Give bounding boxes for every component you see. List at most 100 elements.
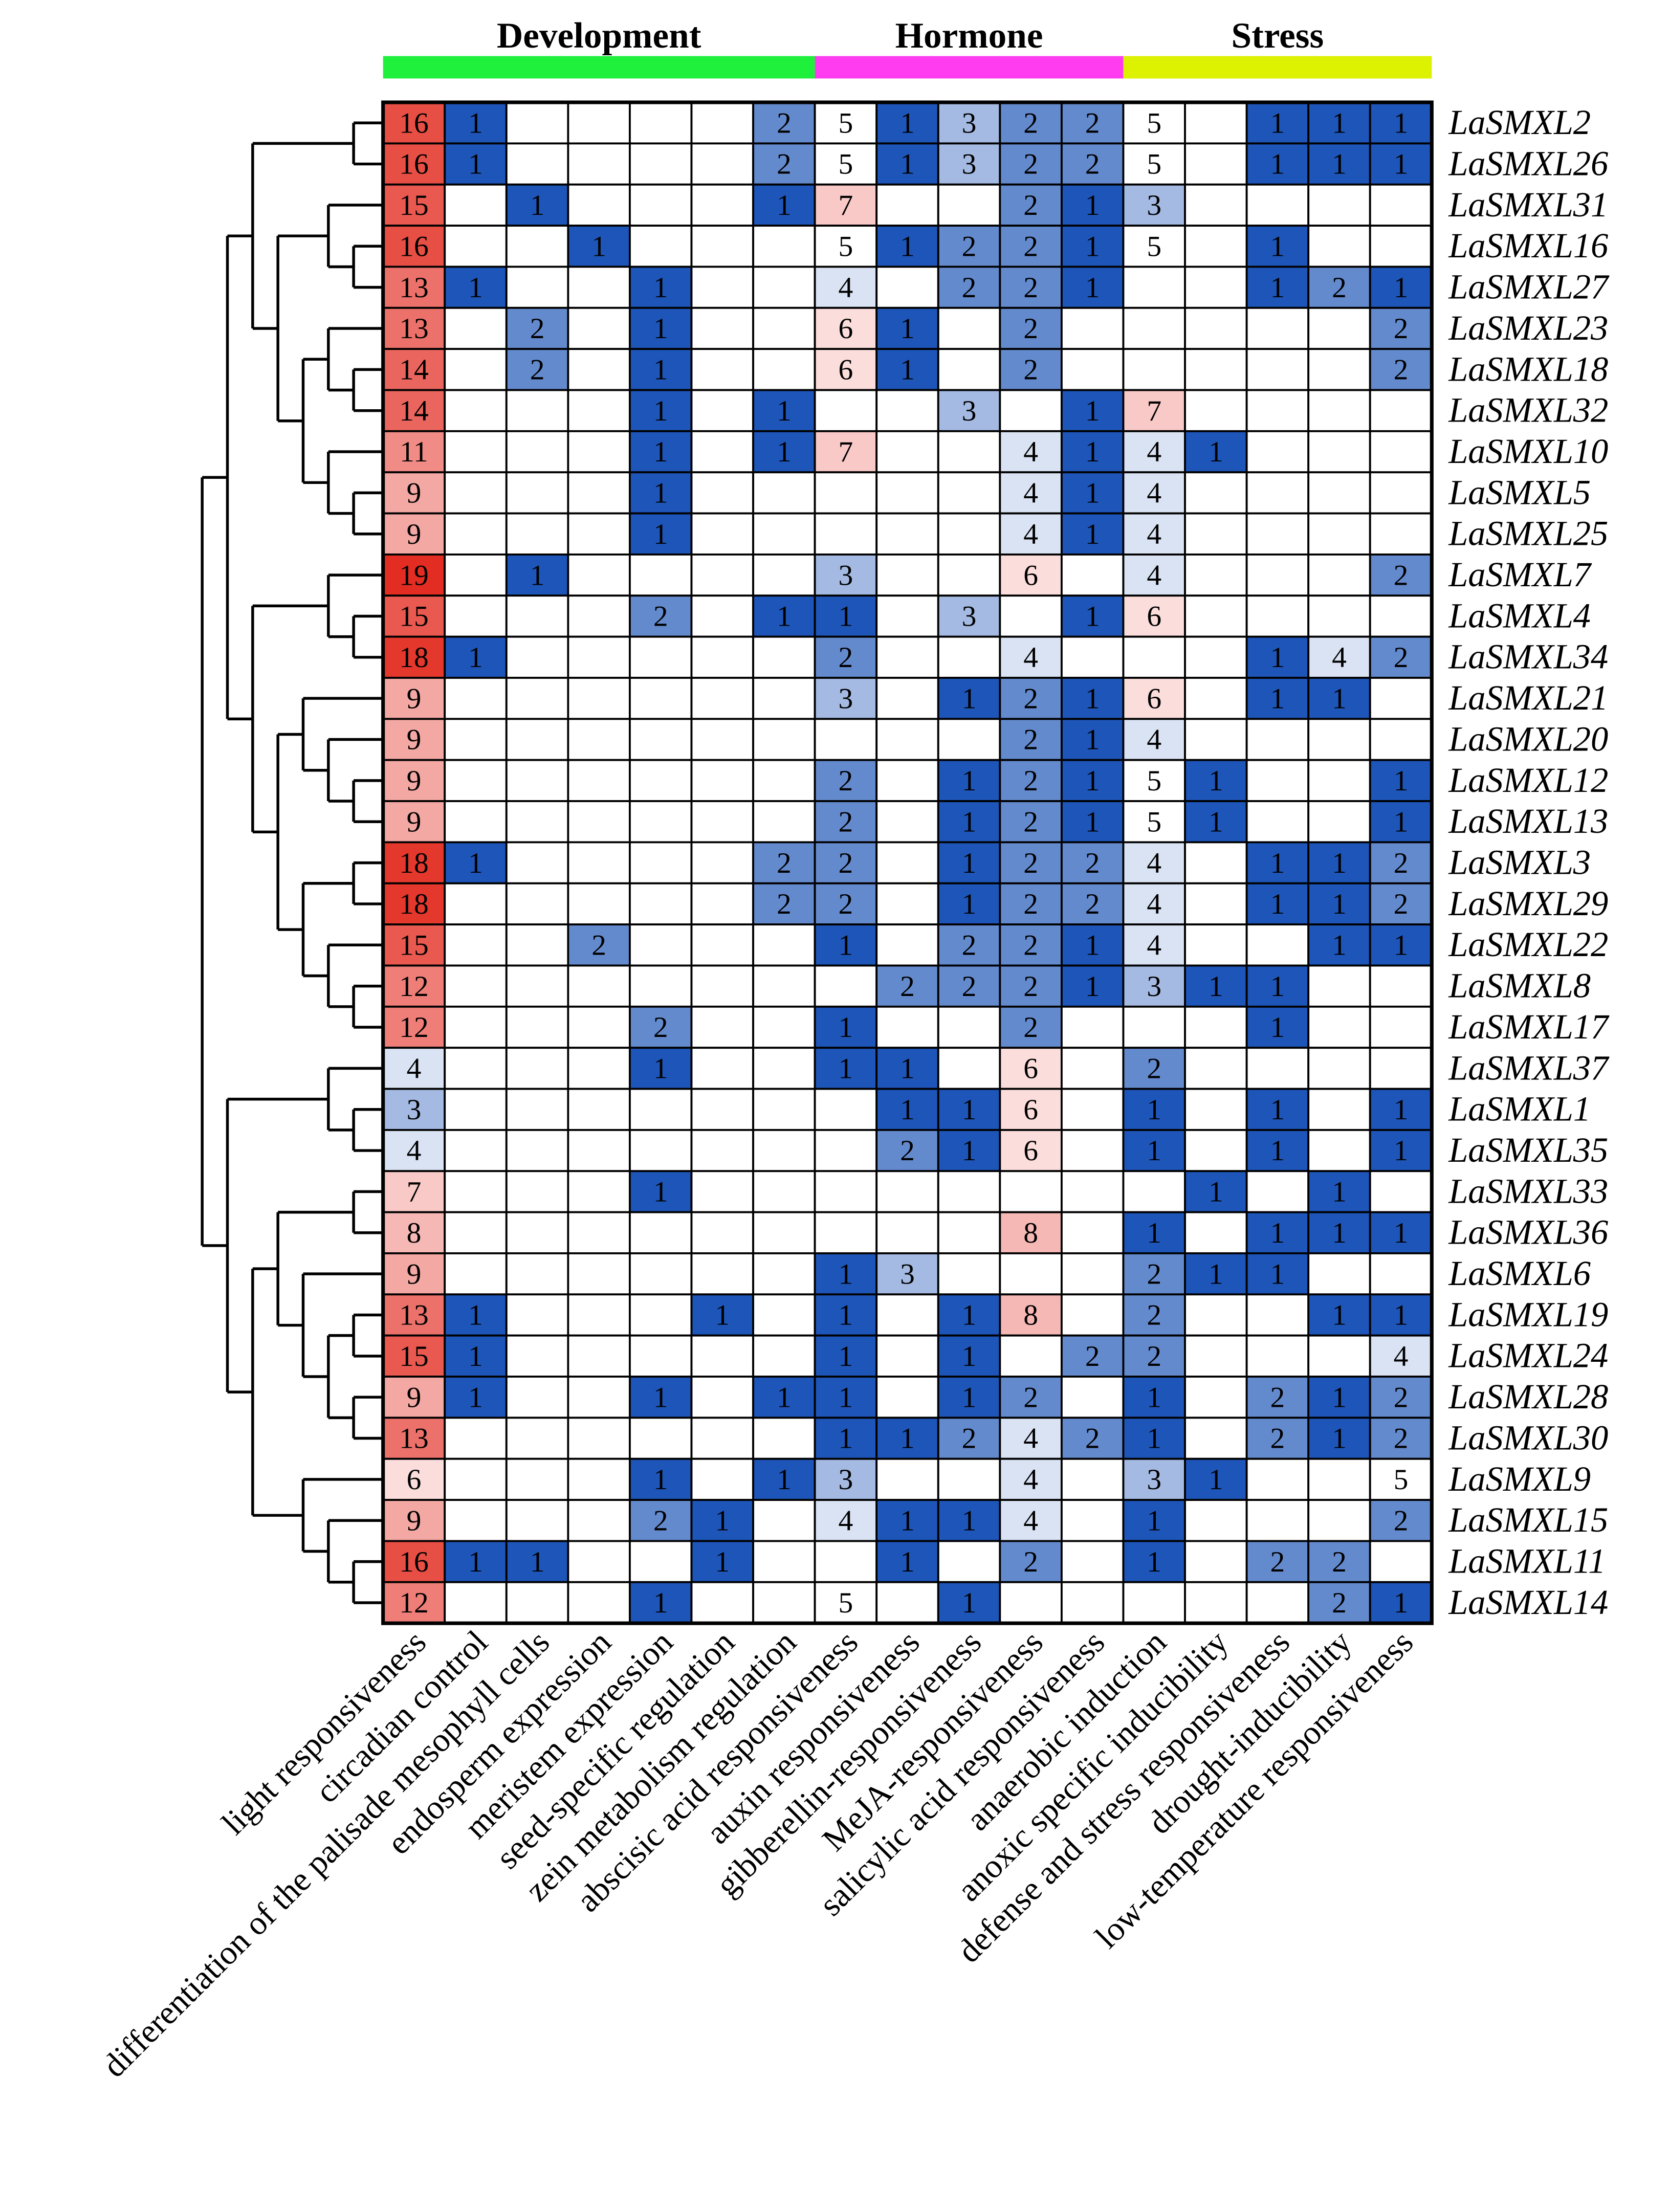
heatmap-cell — [1060, 1417, 1125, 1460]
dendrogram-branch — [327, 450, 383, 515]
cell-value-label: 2 — [1085, 847, 1100, 879]
heatmap-cell — [1122, 1457, 1186, 1501]
heatmap-cell — [690, 759, 754, 802]
cell-value-label: 1 — [530, 1546, 545, 1578]
heatmap-cell — [382, 882, 446, 926]
heatmap-cell — [1184, 471, 1248, 515]
heatmap-cell — [505, 1376, 569, 1419]
heatmap-cell — [1122, 882, 1186, 926]
heatmap-cell — [752, 635, 816, 679]
heatmap-cell — [1060, 1211, 1125, 1254]
heatmap-cell — [690, 1170, 754, 1213]
cell-value-label: 1 — [1085, 189, 1100, 222]
heatmap-cell — [1060, 1170, 1125, 1213]
heatmap-cell — [690, 1129, 754, 1173]
heatmap-cell — [875, 1581, 939, 1625]
heatmap-cell — [567, 430, 631, 474]
heatmap-cell — [505, 800, 569, 844]
heatmap-cell — [1369, 1376, 1433, 1419]
cell-value-label: 1 — [839, 1258, 853, 1290]
cell-value-label: 2 — [1023, 1011, 1038, 1044]
heatmap-cell — [1184, 718, 1248, 761]
cell-value-label: 1 — [1332, 847, 1347, 879]
heatmap-cell — [1369, 183, 1433, 227]
cell-value-label: 6 — [407, 1464, 422, 1496]
heatmap-cell — [1369, 471, 1433, 515]
cell-value-label: 1 — [1147, 1217, 1161, 1249]
group-bar-stress — [1123, 56, 1432, 79]
heatmap-cell — [505, 759, 569, 802]
heatmap-cell — [690, 1252, 754, 1296]
heatmap-cell — [690, 554, 754, 597]
dendrogram-branch — [352, 614, 383, 659]
cell-value-label: 1 — [839, 1053, 853, 1085]
heatmap-cell — [937, 718, 1001, 761]
heatmap-cell — [505, 1170, 569, 1213]
cell-value-label: 1 — [468, 1381, 483, 1413]
cell-value-label: 1 — [777, 1464, 792, 1496]
cell-value-label: 2 — [1394, 354, 1409, 386]
cell-value-label: 2 — [839, 847, 853, 879]
cell-value-label: 1 — [1147, 1135, 1161, 1167]
row-label: LaSMXL5 — [1448, 473, 1591, 512]
cell-value-label: 1 — [900, 148, 915, 181]
cell-value-label: 1 — [1332, 107, 1347, 139]
cell-value-label: 1 — [468, 107, 483, 139]
cell-value-label: 1 — [962, 1094, 977, 1126]
cell-value-label: 6 — [839, 354, 853, 386]
cell-value-label: 1 — [839, 1423, 853, 1455]
row-label: LaSMXL9 — [1448, 1459, 1591, 1498]
heatmap-cell — [1060, 1293, 1125, 1337]
cell-value-label: 1 — [468, 1546, 483, 1578]
heatmap-cell — [752, 1293, 816, 1337]
cell-value-label: 1 — [839, 1381, 853, 1413]
heatmap-cell — [937, 1417, 1001, 1460]
heatmap-cell — [875, 718, 939, 761]
cell-value-label: 4 — [1023, 477, 1038, 510]
cell-value-label: 1 — [900, 230, 915, 262]
heatmap-cell — [629, 1334, 693, 1378]
heatmap-cell — [1184, 964, 1248, 1008]
cell-value-label: 1 — [1394, 272, 1409, 304]
cell-value-label: 1 — [1270, 107, 1285, 139]
heatmap-cell — [875, 554, 939, 597]
heatmap-cell — [1245, 183, 1310, 227]
heatmap-cell — [814, 1170, 878, 1213]
dendrogram-branch — [352, 1313, 383, 1358]
cell-value-label: 2 — [1023, 230, 1038, 262]
row-label: LaSMXL34 — [1448, 637, 1608, 676]
cell-value-label: 2 — [1085, 1340, 1100, 1373]
heatmap-cell — [444, 183, 508, 227]
cell-value-label: 11 — [400, 436, 428, 468]
cell-value-label: 1 — [715, 1505, 730, 1537]
heatmap-cell — [690, 841, 754, 884]
heatmap-cell — [1184, 841, 1248, 884]
heatmap-cell — [752, 1457, 816, 1501]
heatmap-cell — [444, 1088, 508, 1131]
heatmap-cell — [505, 1252, 569, 1296]
heatmap-cell — [1122, 225, 1186, 268]
heatmap-cell — [690, 306, 754, 350]
cell-value-label: 2 — [839, 888, 853, 920]
cell-value-label: 1 — [653, 395, 668, 427]
heatmap-cell — [1184, 225, 1248, 268]
cell-value-label: 1 — [1085, 272, 1100, 304]
row-label: LaSMXL7 — [1448, 555, 1592, 594]
heatmap-cell — [567, 101, 631, 145]
heatmap-cell — [382, 1581, 446, 1625]
cell-value-label: 2 — [1023, 189, 1038, 222]
heatmap-cell — [382, 1540, 446, 1583]
cell-value-label: 2 — [1270, 1423, 1285, 1455]
heatmap-cell — [937, 512, 1001, 556]
cell-value-label: 4 — [1023, 1464, 1038, 1496]
cell-value-label: 2 — [1394, 1381, 1409, 1413]
heatmap-cell — [567, 389, 631, 432]
row-label: LaSMXL26 — [1448, 144, 1608, 183]
heatmap-cell — [1184, 1293, 1248, 1337]
cell-value-label: 2 — [653, 1011, 668, 1044]
heatmap-cell — [1060, 1047, 1125, 1090]
heatmap-cell — [875, 1005, 939, 1049]
heatmap-cell — [629, 882, 693, 926]
heatmap-cell — [752, 389, 816, 432]
heatmap-cell — [1060, 1581, 1125, 1625]
